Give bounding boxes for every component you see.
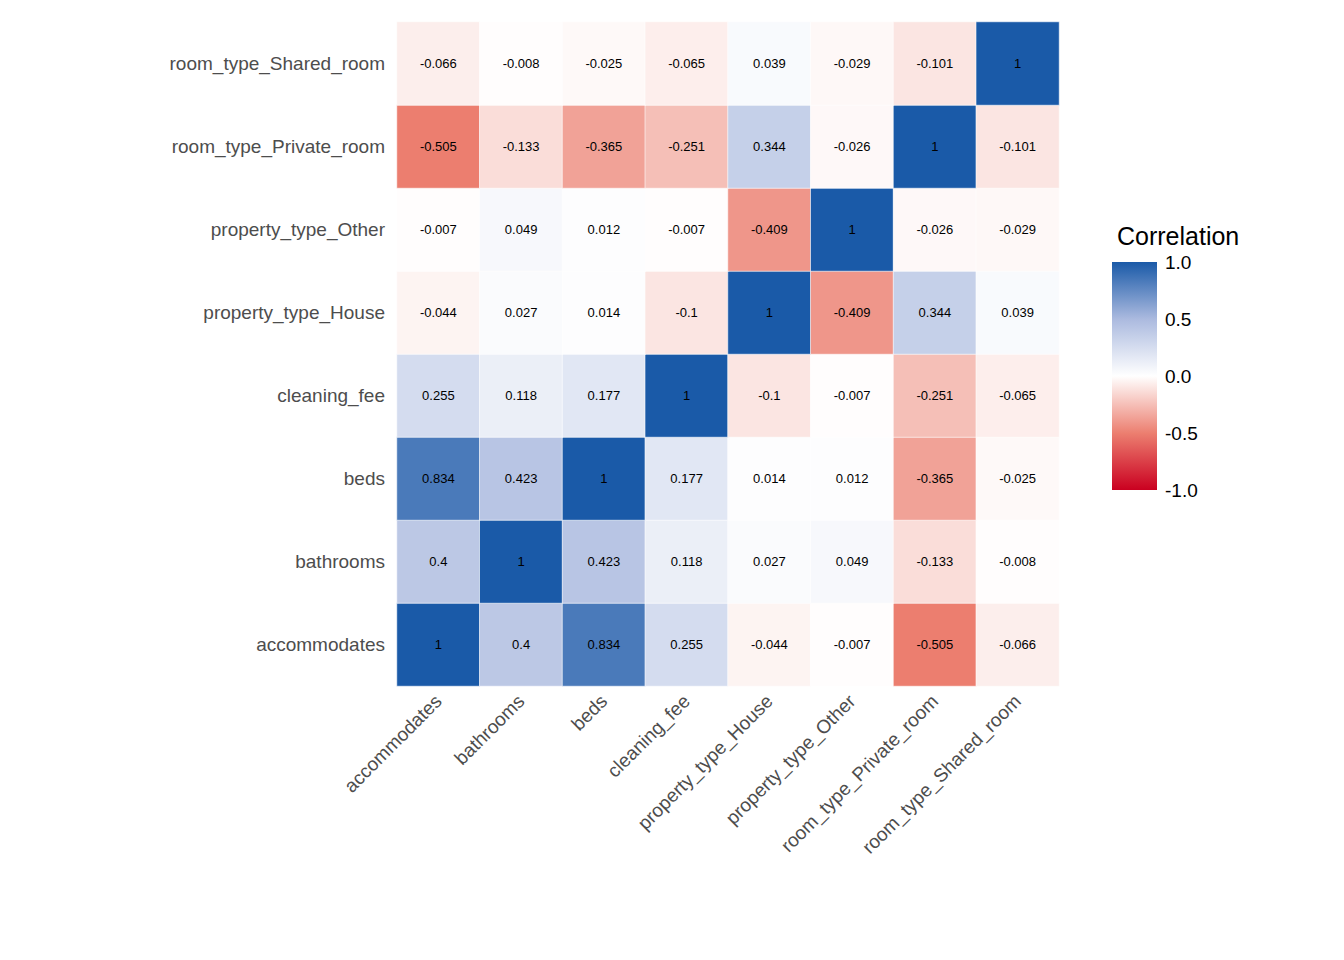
svg-text:0.344: 0.344 [753,139,786,154]
svg-text:0.834: 0.834 [422,471,455,486]
svg-text:1: 1 [931,139,938,154]
svg-text:-0.133: -0.133 [916,554,953,569]
svg-text:0.014: 0.014 [753,471,786,486]
svg-text:0.4: 0.4 [512,637,530,652]
svg-text:-1.0: -1.0 [1165,480,1198,501]
svg-text:0.027: 0.027 [505,305,538,320]
svg-text:1: 1 [600,471,607,486]
svg-text:1: 1 [683,388,690,403]
svg-text:-0.025: -0.025 [999,471,1036,486]
svg-text:-0.251: -0.251 [668,139,705,154]
svg-text:-0.007: -0.007 [834,388,871,403]
svg-text:0.177: 0.177 [588,388,621,403]
svg-text:1: 1 [766,305,773,320]
svg-text:property_type_House: property_type_House [203,302,385,324]
svg-text:room_type_Shared_room: room_type_Shared_room [170,53,385,75]
svg-text:room_type_Private_room: room_type_Private_room [172,136,385,158]
svg-text:bathrooms: bathrooms [450,691,528,769]
svg-text:0.049: 0.049 [505,222,538,237]
svg-text:bathrooms: bathrooms [295,551,385,572]
svg-text:-0.007: -0.007 [668,222,705,237]
svg-text:beds: beds [567,691,611,735]
svg-text:1: 1 [518,554,525,569]
svg-text:0.118: 0.118 [505,388,537,403]
svg-text:-0.066: -0.066 [420,56,457,71]
svg-text:-0.007: -0.007 [420,222,457,237]
svg-text:-0.029: -0.029 [999,222,1036,237]
svg-text:1: 1 [1014,56,1021,71]
svg-text:-0.008: -0.008 [999,554,1036,569]
svg-text:-0.1: -0.1 [675,305,697,320]
svg-text:0.039: 0.039 [753,56,786,71]
svg-text:0.423: 0.423 [505,471,538,486]
svg-text:-0.007: -0.007 [834,637,871,652]
svg-text:accommodates: accommodates [256,634,385,655]
svg-text:0.039: 0.039 [1001,305,1034,320]
svg-text:1: 1 [435,637,442,652]
svg-text:Correlation: Correlation [1117,222,1239,250]
svg-text:beds: beds [344,468,385,489]
svg-text:-0.5: -0.5 [1165,423,1198,444]
svg-text:0.834: 0.834 [588,637,621,652]
svg-text:1.0: 1.0 [1165,252,1191,273]
svg-text:-0.365: -0.365 [916,471,953,486]
svg-text:-0.008: -0.008 [503,56,540,71]
svg-text:accommodates: accommodates [340,691,446,797]
svg-text:-0.065: -0.065 [999,388,1036,403]
svg-text:0.049: 0.049 [836,554,869,569]
svg-text:-0.409: -0.409 [834,305,871,320]
svg-text:-0.251: -0.251 [916,388,953,403]
svg-text:-0.026: -0.026 [916,222,953,237]
svg-text:0.4: 0.4 [429,554,447,569]
svg-text:-0.026: -0.026 [834,139,871,154]
svg-text:cleaning_fee: cleaning_fee [603,691,695,783]
svg-text:0.344: 0.344 [919,305,952,320]
svg-text:0.118: 0.118 [671,554,703,569]
svg-text:room_type_Private_room: room_type_Private_room [777,691,943,857]
svg-text:room_type_Shared_room: room_type_Shared_room [858,691,1026,859]
svg-text:property_type_House: property_type_House [634,691,778,835]
svg-text:-0.101: -0.101 [999,139,1036,154]
svg-text:-0.505: -0.505 [420,139,457,154]
svg-text:0.0: 0.0 [1165,366,1191,387]
svg-text:1: 1 [849,222,856,237]
svg-text:0.255: 0.255 [422,388,455,403]
svg-text:0.255: 0.255 [670,637,703,652]
svg-text:-0.066: -0.066 [999,637,1036,652]
svg-text:property_type_Other: property_type_Other [722,691,861,830]
svg-text:-0.1: -0.1 [758,388,780,403]
svg-text:-0.409: -0.409 [751,222,788,237]
svg-text:-0.029: -0.029 [834,56,871,71]
svg-text:0.012: 0.012 [836,471,869,486]
svg-text:-0.365: -0.365 [585,139,622,154]
svg-text:-0.025: -0.025 [585,56,622,71]
svg-text:-0.133: -0.133 [503,139,540,154]
svg-text:-0.044: -0.044 [751,637,788,652]
svg-text:0.177: 0.177 [670,471,703,486]
svg-text:-0.044: -0.044 [420,305,457,320]
svg-text:property_type_Other: property_type_Other [211,219,386,241]
svg-text:0.423: 0.423 [588,554,621,569]
svg-text:-0.505: -0.505 [916,637,953,652]
svg-text:cleaning_fee: cleaning_fee [277,385,385,407]
svg-text:0.012: 0.012 [588,222,621,237]
svg-text:0.5: 0.5 [1165,309,1191,330]
svg-text:-0.101: -0.101 [916,56,953,71]
svg-text:-0.065: -0.065 [668,56,705,71]
svg-text:0.027: 0.027 [753,554,786,569]
svg-text:0.014: 0.014 [588,305,621,320]
